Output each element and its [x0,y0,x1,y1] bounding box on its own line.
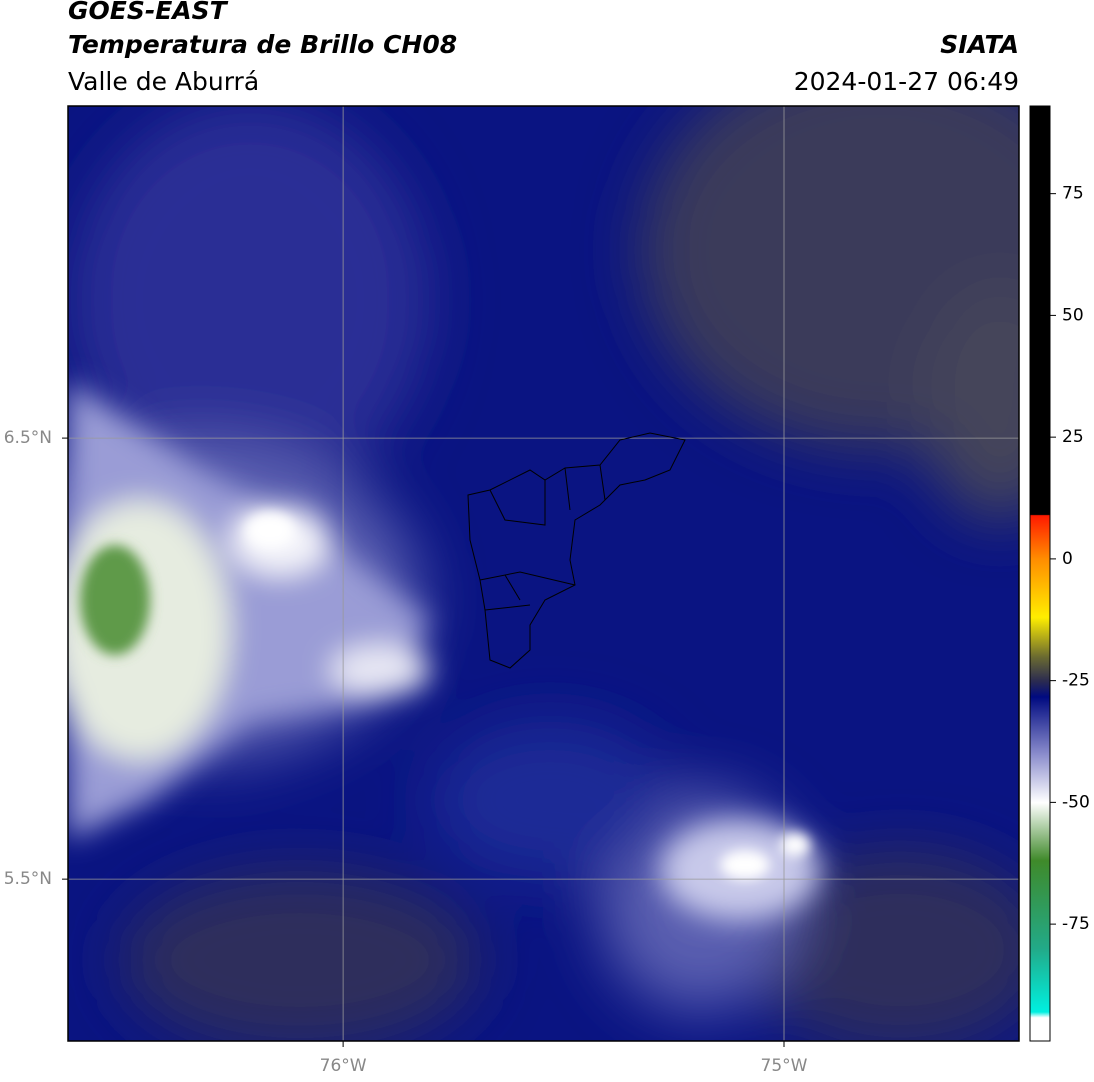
x-tick-label: 75°W [761,1056,808,1076]
map-frame [67,105,1020,1042]
colorbar-tick-label: 50 [1062,305,1084,325]
colorbar-tick-label: -25 [1062,671,1090,691]
colorbar-tick-label: -75 [1062,914,1090,934]
title: GOES-EAST [68,0,229,25]
colorbar-tick-label: 0 [1062,549,1073,569]
source: SIATA [940,30,1019,59]
colorbar-tick-label: 75 [1062,184,1084,204]
colorbar-tick-label: -50 [1062,792,1090,812]
basin-outline [467,432,686,669]
colorbar [1029,105,1051,1042]
y-tick-label: 5.5°N [4,869,52,889]
subtitle: Temperatura de Brillo CH08 [68,30,457,59]
colorbar-tick-label: 25 [1062,427,1084,447]
datetime: 2024-01-27 06:49 [794,67,1019,96]
y-tick-label: 6.5°N [4,428,52,448]
region: Valle de Aburrá [68,67,259,96]
satellite-image [68,106,1019,1041]
x-tick-label: 76°W [320,1056,367,1076]
